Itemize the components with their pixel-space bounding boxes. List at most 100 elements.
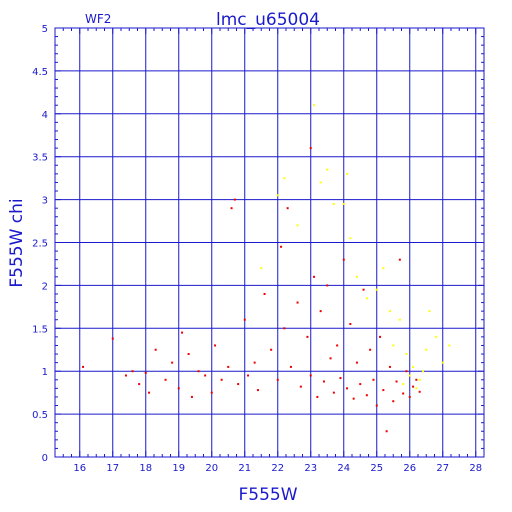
data-point-red (362, 288, 365, 291)
data-point-red (296, 301, 299, 304)
data-point-red (276, 378, 279, 381)
data-point-yellow (421, 370, 424, 373)
y-tick-label: 2.5 (32, 239, 48, 250)
data-point-yellow (415, 387, 418, 390)
y-axis-label: F555W chi (7, 198, 27, 287)
y-tick-label: 5 (42, 24, 48, 35)
data-point-yellow (326, 168, 329, 171)
data-point-red (322, 380, 325, 383)
data-point-red (352, 397, 355, 400)
data-point-yellow (296, 224, 299, 227)
data-point-red (289, 365, 292, 368)
data-point-red (197, 370, 200, 373)
x-tick-label: 22 (271, 463, 284, 474)
data-point-red (418, 390, 421, 393)
y-tick-label: 0.5 (32, 410, 48, 421)
data-point-red (365, 394, 368, 397)
data-point-red (306, 335, 309, 338)
data-point-red (253, 361, 256, 364)
data-point-yellow (435, 335, 438, 338)
data-point-yellow (398, 318, 401, 321)
data-point-yellow (319, 181, 322, 184)
data-point-red (385, 430, 388, 433)
data-point-yellow (408, 374, 411, 377)
x-tick-label: 28 (469, 463, 482, 474)
data-point-red (82, 365, 85, 368)
data-point-red (412, 385, 415, 388)
data-point-red (336, 344, 339, 347)
data-point-red (326, 284, 329, 287)
data-point-red (138, 383, 141, 386)
data-point-red (220, 378, 223, 381)
data-point-red (375, 404, 378, 407)
data-point-red (286, 207, 289, 210)
data-point-red (382, 389, 385, 392)
data-point-red (313, 275, 316, 278)
y-tick-label: 2 (42, 281, 48, 292)
data-point-red (342, 258, 345, 261)
data-point-red (372, 378, 375, 381)
data-point-yellow (405, 353, 408, 356)
data-point-yellow (382, 267, 385, 270)
y-tick-label: 4 (42, 110, 48, 121)
data-point-red (204, 374, 207, 377)
data-point-red (237, 383, 240, 386)
x-tick-label: 19 (172, 463, 185, 474)
data-point-red (177, 387, 180, 390)
data-point-red (124, 374, 127, 377)
data-point-yellow (425, 348, 428, 351)
data-point-red (405, 370, 408, 373)
data-point-red (270, 348, 273, 351)
data-point-red (369, 348, 372, 351)
x-tick-label: 23 (304, 463, 317, 474)
data-point-red (329, 357, 332, 360)
data-point-yellow (332, 202, 335, 205)
data-point-yellow (412, 365, 415, 368)
data-point-yellow (388, 310, 391, 313)
data-points (82, 104, 451, 433)
x-tick-label: 16 (73, 463, 86, 474)
x-tick-label: 25 (370, 463, 383, 474)
data-point-red (164, 378, 167, 381)
data-point-red (359, 383, 362, 386)
tick-labels: 16 17 18 19 20 21 22 23 24 25 26 27 28 0 0.5 1 1.5 2 2.5 3 3… (32, 24, 482, 474)
y-tick-label: 3.5 (32, 153, 48, 164)
data-point-red (230, 207, 233, 210)
data-point-red (111, 337, 114, 340)
data-point-red (131, 370, 134, 373)
data-point-yellow (402, 383, 405, 386)
data-point-red (415, 378, 418, 381)
data-point-red (408, 395, 411, 398)
data-point-yellow (448, 344, 451, 347)
data-point-red (210, 391, 213, 394)
data-point-red (379, 335, 382, 338)
data-point-red (227, 365, 230, 368)
y-tick-label: 0 (42, 453, 48, 464)
data-point-red (349, 323, 352, 326)
data-point-red (187, 353, 190, 356)
data-point-red (263, 292, 266, 295)
data-point-yellow (342, 202, 345, 205)
data-point-red (283, 327, 286, 330)
corner-label: WF2 (85, 12, 111, 26)
data-point-red (256, 389, 259, 392)
data-point-yellow (441, 361, 444, 364)
data-point-red (280, 245, 283, 248)
data-point-yellow (346, 172, 349, 175)
data-point-red (144, 371, 147, 374)
data-point-yellow (313, 104, 316, 107)
data-point-yellow (349, 237, 352, 240)
y-tick-label: 3 (42, 196, 48, 207)
data-point-yellow (283, 177, 286, 180)
data-point-yellow (428, 310, 431, 313)
data-point-red (309, 147, 312, 150)
y-tick-label: 1.5 (32, 324, 48, 335)
data-point-red (398, 258, 401, 261)
data-point-red (402, 392, 405, 395)
y-tick-label: 4.5 (32, 67, 48, 78)
data-point-red (388, 365, 391, 368)
data-point-red (392, 400, 395, 403)
data-point-red (171, 361, 174, 364)
data-point-red (233, 198, 236, 201)
